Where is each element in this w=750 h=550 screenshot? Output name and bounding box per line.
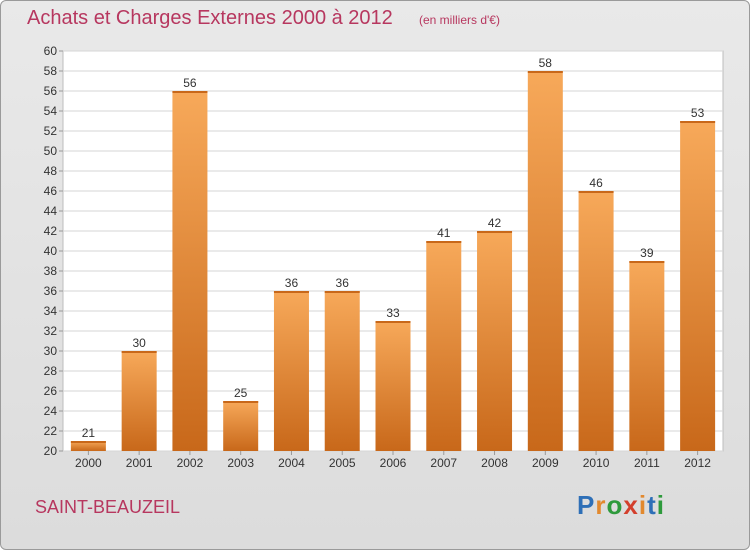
- data-labels: 21 30 56 25 36 36 33 41 42 58 46 39 53: [82, 56, 705, 440]
- y-tick-label: 58: [44, 64, 58, 78]
- bar-cap: [680, 121, 716, 123]
- y-tick-label: 26: [44, 384, 58, 398]
- y-tick-label: 60: [44, 44, 58, 58]
- x-tick-label: 2000: [75, 456, 102, 470]
- y-tick-label: 36: [44, 284, 58, 298]
- x-tick-label: 2006: [380, 456, 407, 470]
- x-tick-label: 2008: [481, 456, 508, 470]
- bar-cap: [70, 441, 106, 443]
- bar-2005[interactable]: [324, 291, 360, 451]
- y-tick-label: 46: [44, 184, 58, 198]
- bar-2009[interactable]: [527, 71, 563, 451]
- chart-subtitle: (en milliers d'€): [419, 13, 500, 27]
- bar-cap: [629, 261, 665, 263]
- logo-letter: t: [647, 490, 657, 520]
- data-label: 36: [336, 276, 350, 290]
- bar-cap: [121, 351, 157, 353]
- y-tick-label: 34: [44, 304, 58, 318]
- bar-cap: [172, 91, 208, 93]
- data-label: 53: [691, 106, 705, 120]
- bar-cap: [527, 71, 563, 73]
- bar-cap: [578, 191, 614, 193]
- x-tick-label: 2001: [126, 456, 153, 470]
- data-label: 25: [234, 386, 248, 400]
- x-tick-label: 2003: [227, 456, 254, 470]
- x-tick-label: 2004: [278, 456, 305, 470]
- y-tick-label: 32: [44, 324, 58, 338]
- bar-2006[interactable]: [375, 321, 411, 451]
- logo-letter: o: [606, 490, 624, 520]
- x-tick-label: 2010: [583, 456, 610, 470]
- logo-letter: i: [638, 490, 648, 520]
- logo-letter: r: [595, 490, 607, 520]
- y-tick-label: 56: [44, 84, 58, 98]
- data-label: 42: [488, 216, 502, 230]
- y-tick-label: 30: [44, 344, 58, 358]
- x-tick-label: 2009: [532, 456, 559, 470]
- bar-2004[interactable]: [273, 291, 309, 451]
- data-label: 30: [132, 336, 146, 350]
- logo-letter: x: [623, 490, 639, 520]
- y-tick-label: 24: [44, 404, 58, 418]
- y-tick-label: 54: [44, 104, 58, 118]
- logo-letter: P: [577, 490, 596, 520]
- chart-title: Achats et Charges Externes 2000 à 2012: [27, 7, 393, 29]
- y-axis: 20 22 24 26 28 30 32 34 36 38 40 42 44 46 48 50 52 54 56 58…: [44, 44, 63, 458]
- logo-letter: i: [656, 490, 665, 520]
- y-tick-label: 44: [44, 204, 58, 218]
- bar-2002[interactable]: [172, 91, 208, 451]
- bar-2000[interactable]: [70, 441, 106, 451]
- bar-cap: [477, 231, 513, 233]
- bar-2010[interactable]: [578, 191, 614, 451]
- proxiti-logo[interactable]: Proxiti: [577, 490, 665, 521]
- data-label: 36: [285, 276, 299, 290]
- data-label: 33: [386, 306, 400, 320]
- x-tick-label: 2012: [684, 456, 711, 470]
- x-tick-label: 2005: [329, 456, 356, 470]
- bar-cap: [375, 321, 411, 323]
- bar-cap: [426, 241, 462, 243]
- data-label: 56: [183, 76, 197, 90]
- y-tick-label: 42: [44, 224, 58, 238]
- data-label: 21: [82, 426, 96, 440]
- data-label: 46: [589, 176, 603, 190]
- bars: [70, 71, 716, 451]
- data-label: 58: [539, 56, 553, 70]
- x-tick-label: 2011: [634, 456, 660, 470]
- x-axis: 2000 2001 2002 2003 2004 2005 2006 2007 2008 2009…: [75, 451, 711, 470]
- y-tick-label: 22: [44, 424, 58, 438]
- bar-cap: [223, 401, 259, 403]
- bar-2008[interactable]: [477, 231, 513, 451]
- data-label: 41: [437, 226, 451, 240]
- y-tick-label: 52: [44, 124, 58, 138]
- bar-cap: [273, 291, 309, 293]
- bar-2007[interactable]: [426, 241, 462, 451]
- x-tick-label: 2007: [430, 456, 457, 470]
- y-tick-label: 38: [44, 264, 58, 278]
- bar-2003[interactable]: [223, 401, 259, 451]
- commune-name: SAINT-BEAUZEIL: [35, 497, 181, 517]
- bar-2011[interactable]: [629, 261, 665, 451]
- data-label: 39: [640, 246, 654, 260]
- bar-2001[interactable]: [121, 351, 157, 451]
- y-tick-label: 48: [44, 164, 58, 178]
- bar-2012[interactable]: [680, 121, 716, 451]
- y-tick-label: 40: [44, 244, 58, 258]
- y-tick-label: 20: [44, 444, 58, 458]
- x-tick-label: 2002: [177, 456, 204, 470]
- bar-cap: [324, 291, 360, 293]
- y-tick-label: 50: [44, 144, 58, 158]
- y-tick-label: 28: [44, 364, 58, 378]
